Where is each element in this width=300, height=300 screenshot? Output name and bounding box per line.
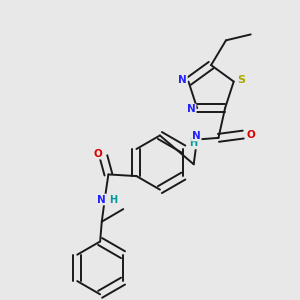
- Text: H: H: [189, 139, 197, 148]
- Text: O: O: [93, 148, 102, 159]
- Text: H: H: [110, 194, 118, 205]
- Text: N: N: [178, 75, 187, 85]
- Text: S: S: [237, 75, 245, 85]
- Text: N: N: [192, 130, 201, 141]
- Text: N: N: [98, 194, 106, 205]
- Text: O: O: [246, 130, 255, 140]
- Text: N: N: [187, 104, 196, 115]
